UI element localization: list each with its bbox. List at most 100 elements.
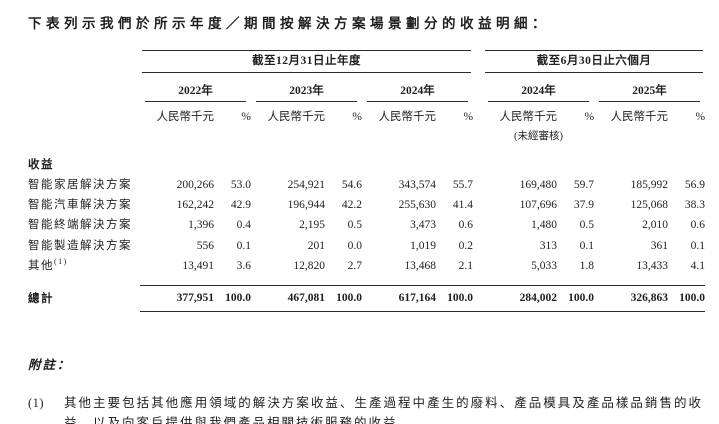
amount-cell: 196,944 bbox=[287, 199, 325, 211]
amount-cell: 201 bbox=[307, 239, 325, 252]
percent-cell: 0.4 bbox=[236, 219, 251, 232]
year-2024-interim: 2024年 bbox=[483, 76, 594, 104]
column-gap bbox=[473, 195, 483, 215]
amount-cell: 1,396 bbox=[188, 219, 214, 232]
group-six-months-label: 截至6月30日止六個月 bbox=[485, 50, 704, 74]
amount-header: 人民幣千元 bbox=[610, 110, 669, 123]
percent-cell: 100.0 bbox=[557, 284, 595, 313]
amount-cell: 617,164 bbox=[362, 284, 436, 313]
percent-cell: 0.5 bbox=[579, 219, 595, 232]
amount-cell: 313 bbox=[539, 239, 558, 252]
section-header-row: 收益 bbox=[28, 146, 705, 174]
percent-cell: 42.9 bbox=[230, 199, 251, 211]
page-title: 下表列示我們於所示年度／期間按解決方案場景劃分的收益明細： bbox=[28, 16, 550, 31]
column-gap bbox=[473, 127, 483, 146]
year-header-row: 2022年 2023年 2024年 2024年 2025年 bbox=[28, 76, 705, 104]
row-smart-auto: 智能汽車解決方案 162,242 42.9 196,944 42.2 255,6… bbox=[28, 195, 705, 215]
empty-cell bbox=[28, 47, 140, 76]
group-six-months: 截至6月30日止六個月 bbox=[483, 47, 705, 76]
row-smart-manufacturing: 智能製造解決方案 556 0.1 201 0.0 1,019 0.2 313 0… bbox=[28, 236, 705, 256]
percent-cell: 56.9 bbox=[684, 178, 706, 191]
row-others: 其他(1) 13,491 3.6 12,820 2.7 13,468 2.1 5… bbox=[28, 256, 705, 276]
percent-header: % bbox=[241, 110, 251, 123]
empty-cell bbox=[28, 127, 140, 146]
amount-cell: 13,468 bbox=[404, 260, 436, 273]
total-label: 總計 bbox=[28, 292, 54, 305]
footnote-number: (1) bbox=[28, 396, 45, 411]
percent-cell: 54.6 bbox=[341, 178, 362, 191]
group-year-end-label: 截至12月31日止年度 bbox=[142, 50, 472, 74]
amount-cell: 125,068 bbox=[630, 199, 669, 211]
percent-cell: 0.6 bbox=[690, 219, 706, 232]
row-label: 智能家居解決方案 bbox=[28, 178, 132, 191]
percent-cell: 0.0 bbox=[347, 239, 362, 252]
footnote-marker: (1) bbox=[54, 257, 68, 267]
amount-cell: 284,002 bbox=[483, 284, 558, 313]
empty-cell bbox=[594, 127, 705, 146]
column-gap bbox=[473, 47, 483, 76]
revenue-table: 截至12月31日止年度 截至6月30日止六個月 2022年 2023年 2024… bbox=[28, 47, 706, 313]
percent-cell: 100.0 bbox=[436, 284, 474, 313]
column-group-header-row: 截至12月31日止年度 截至6月30日止六個月 bbox=[28, 47, 705, 76]
amount-cell: 556 bbox=[196, 239, 214, 252]
percent-header: % bbox=[584, 110, 595, 123]
amount-header: 人民幣千元 bbox=[267, 110, 326, 123]
percent-cell: 100.0 bbox=[325, 284, 362, 313]
percent-cell: 37.9 bbox=[573, 199, 595, 211]
amount-cell: 361 bbox=[650, 239, 669, 252]
amount-cell: 2,195 bbox=[299, 219, 325, 232]
percent-cell: 0.2 bbox=[458, 239, 474, 252]
percent-cell: 41.4 bbox=[452, 199, 474, 211]
row-smart-home: 智能家居解決方案 200,266 53.0 254,921 54.6 343,5… bbox=[28, 175, 705, 195]
footnote-text: 其他主要包括其他應用領域的解決方案收益、生產過程中產生的廢料、產品模具及產品樣品… bbox=[64, 396, 703, 424]
amount-header: 人民幣千元 bbox=[378, 110, 437, 123]
unaudited-row: (未經審核) bbox=[28, 127, 705, 146]
column-gap bbox=[473, 76, 483, 104]
percent-cell: 38.3 bbox=[684, 199, 706, 211]
amount-cell: 255,630 bbox=[398, 199, 436, 211]
footnote-1: (1) 其他主要包括其他應用領域的解決方案收益、生產過程中產生的廢料、產品模具及… bbox=[28, 393, 705, 424]
column-gap bbox=[473, 215, 483, 235]
percent-cell: 55.7 bbox=[452, 178, 474, 191]
row-label: 智能汽車解決方案 bbox=[28, 199, 132, 211]
row-label: 其他(1) bbox=[28, 257, 68, 273]
row-label: 智能終端解決方案 bbox=[28, 219, 132, 232]
percent-cell: 0.1 bbox=[690, 239, 706, 252]
row-label: 智能製造解決方案 bbox=[28, 239, 132, 252]
amount-cell: 162,242 bbox=[176, 199, 214, 211]
column-gap bbox=[473, 175, 483, 195]
year-2025-interim: 2025年 bbox=[594, 76, 705, 104]
column-gap bbox=[473, 284, 484, 313]
amount-cell: 13,433 bbox=[636, 260, 669, 273]
percent-cell: 100.0 bbox=[214, 284, 251, 313]
amount-cell: 5,033 bbox=[531, 260, 558, 273]
amount-cell: 2,010 bbox=[642, 219, 669, 232]
percent-cell: 59.7 bbox=[573, 178, 595, 191]
amount-cell: 200,266 bbox=[176, 178, 214, 191]
amount-cell: 377,951 bbox=[140, 284, 214, 313]
amount-header: 人民幣千元 bbox=[499, 110, 558, 123]
column-gap bbox=[473, 236, 483, 256]
percent-cell: 53.0 bbox=[230, 178, 251, 191]
column-gap bbox=[473, 105, 483, 127]
percent-cell: 3.6 bbox=[236, 260, 251, 273]
empty-cell bbox=[28, 105, 140, 127]
percent-cell: 4.1 bbox=[690, 260, 706, 273]
percent-cell: 0.6 bbox=[458, 219, 474, 232]
percent-cell: 1.8 bbox=[579, 260, 595, 273]
percent-header: % bbox=[352, 110, 362, 123]
percent-header: % bbox=[463, 110, 474, 123]
empty-cell bbox=[140, 127, 473, 146]
percent-cell: 0.1 bbox=[236, 239, 251, 252]
percent-cell: 0.5 bbox=[347, 219, 362, 232]
amount-cell: 12,820 bbox=[293, 260, 325, 273]
unit-header-row: 人民幣千元 % 人民幣千元 % 人民幣千元 % 人民幣千元 % 人民幣千元 % bbox=[28, 105, 706, 127]
year-2022: 2022年 bbox=[140, 76, 251, 104]
percent-cell: 2.1 bbox=[458, 260, 474, 273]
year-2023: 2023年 bbox=[251, 76, 362, 104]
row-smart-terminal: 智能終端解決方案 1,396 0.4 2,195 0.5 3,473 0.6 1… bbox=[28, 215, 705, 235]
amount-cell: 343,574 bbox=[398, 178, 436, 191]
amount-cell: 254,921 bbox=[287, 178, 325, 191]
percent-cell: 100.0 bbox=[668, 284, 706, 313]
